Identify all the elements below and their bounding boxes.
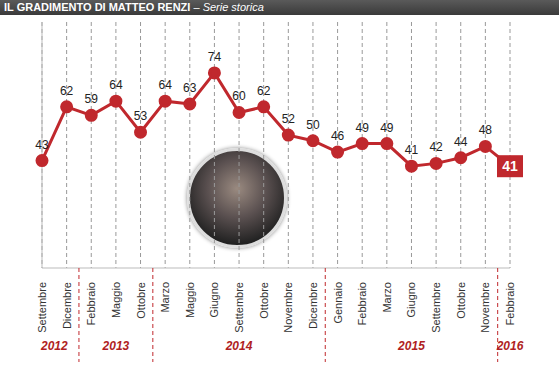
svg-text:Settembre: Settembre: [430, 282, 442, 333]
svg-text:Marzo: Marzo: [381, 282, 393, 313]
svg-text:Febbraio: Febbraio: [504, 282, 516, 325]
svg-text:41: 41: [502, 158, 518, 174]
svg-text:42: 42: [429, 140, 443, 154]
svg-text:63: 63: [183, 81, 197, 95]
svg-text:Maggio: Maggio: [184, 282, 196, 318]
svg-text:2013: 2013: [102, 339, 130, 353]
svg-text:50: 50: [306, 118, 320, 132]
svg-text:Febbraio: Febbraio: [356, 282, 368, 325]
svg-text:Febbraio: Febbraio: [85, 282, 97, 325]
svg-text:Maggio: Maggio: [110, 282, 122, 318]
svg-text:2016: 2016: [496, 339, 524, 353]
svg-text:2012: 2012: [40, 339, 68, 353]
svg-text:44: 44: [454, 135, 468, 149]
svg-text:2015: 2015: [397, 339, 425, 353]
svg-text:62: 62: [257, 84, 271, 98]
svg-text:64: 64: [109, 78, 123, 92]
svg-text:Giugno: Giugno: [405, 282, 417, 317]
svg-text:43: 43: [35, 138, 49, 152]
svg-text:Novembre: Novembre: [282, 282, 294, 333]
svg-text:64: 64: [158, 78, 172, 92]
svg-text:Gennaio: Gennaio: [332, 282, 344, 324]
svg-text:46: 46: [331, 129, 345, 143]
svg-text:74: 74: [208, 50, 222, 64]
svg-text:48: 48: [479, 123, 493, 137]
svg-text:41: 41: [405, 143, 419, 157]
svg-text:Settembre: Settembre: [233, 282, 245, 333]
svg-text:53: 53: [134, 109, 148, 123]
svg-text:49: 49: [380, 121, 394, 135]
svg-text:Ottobre: Ottobre: [455, 282, 467, 319]
svg-text:59: 59: [85, 92, 99, 106]
html-text:IL GRADIMENTO DI MATTEO RENZI: IL GRADIMENTO DI MATTEO RENZI – Serie st…: [4, 1, 264, 13]
svg-text:49: 49: [356, 121, 370, 135]
svg-text:52: 52: [282, 112, 296, 126]
svg-text:Giugno: Giugno: [208, 282, 220, 317]
svg-text:62: 62: [60, 84, 74, 98]
svg-text:60: 60: [232, 89, 246, 103]
svg-text:Dicembre: Dicembre: [61, 282, 73, 329]
svg-text:Dicembre: Dicembre: [307, 282, 319, 329]
svg-text:Marzo: Marzo: [159, 282, 171, 313]
svg-text:Ottobre: Ottobre: [135, 282, 147, 319]
svg-text:Novembre: Novembre: [479, 282, 491, 333]
svg-text:Ottobre: Ottobre: [258, 282, 270, 319]
svg-text:Settembre: Settembre: [36, 282, 48, 333]
svg-text:2014: 2014: [225, 339, 253, 353]
